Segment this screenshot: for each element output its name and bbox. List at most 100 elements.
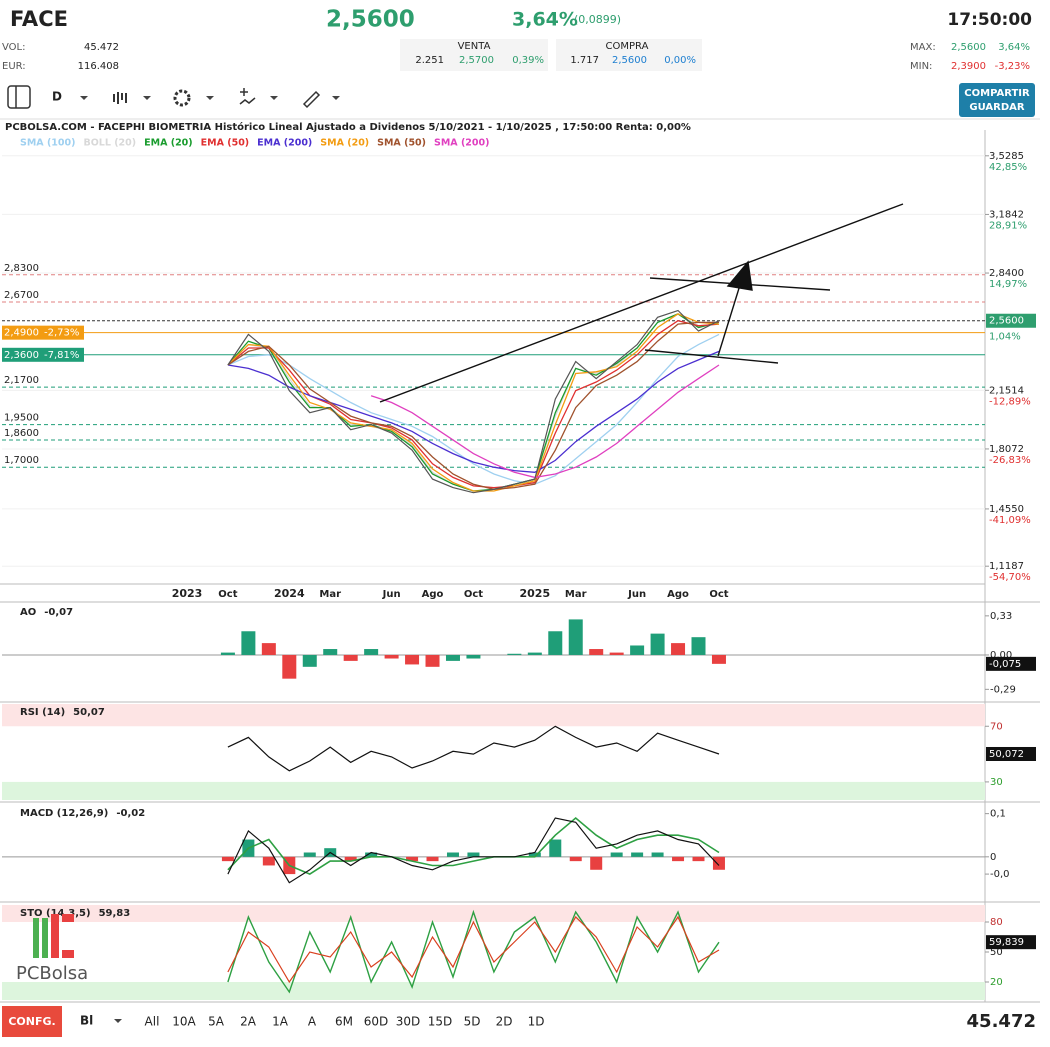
legend-entry[interactable]: EMA (20) xyxy=(144,138,193,149)
macd-histogram xyxy=(569,856,582,862)
range-button[interactable]: 30D xyxy=(396,1015,421,1029)
min-pct: -3,23% xyxy=(995,61,1030,72)
overbought-band xyxy=(2,905,985,922)
range-button[interactable]: 2A xyxy=(240,1015,257,1029)
y-tick-percent: -54,70% xyxy=(989,572,1031,583)
range-button[interactable]: 5D xyxy=(464,1015,481,1029)
range-button[interactable]: 1D xyxy=(528,1015,545,1029)
overbought-band xyxy=(2,704,985,727)
legend-entry[interactable]: SMA (100) xyxy=(20,138,75,149)
legend-entry[interactable]: EMA (200) xyxy=(257,138,312,149)
macd-signal xyxy=(227,816,720,875)
range-button[interactable]: 1A xyxy=(272,1015,289,1029)
x-tick-label: Jun xyxy=(382,589,401,600)
indicator-current: -0,02 xyxy=(116,808,145,819)
legend-entry[interactable]: SMA (200) xyxy=(434,138,489,149)
price-level-box xyxy=(2,325,84,340)
ao-bar xyxy=(568,619,583,655)
panel-toggle[interactable] xyxy=(7,85,31,109)
draw-icon[interactable] xyxy=(302,90,321,109)
trend-line xyxy=(379,203,904,403)
dropdown-arrows xyxy=(80,96,340,100)
save-label: GUARDAR xyxy=(969,102,1025,113)
settings-icon[interactable] xyxy=(173,89,191,107)
y-tick-percent: -12,89% xyxy=(989,396,1031,407)
range-button[interactable]: 5A xyxy=(208,1015,225,1029)
macd-histogram xyxy=(406,856,419,862)
logo-text: PCBolsa xyxy=(16,963,88,984)
indicator-current: 50,07 xyxy=(73,707,105,718)
range-button[interactable]: 6M xyxy=(335,1015,353,1029)
trend-lines xyxy=(379,203,904,403)
oversold-band xyxy=(2,982,985,1000)
config-button[interactable] xyxy=(2,1006,62,1037)
x-tick-label: 2024 xyxy=(274,587,305,600)
macd-histogram xyxy=(631,852,644,857)
range-button[interactable]: 15D xyxy=(428,1015,453,1029)
ao-bar xyxy=(282,654,297,679)
ao-bar xyxy=(507,653,522,655)
macd-histogram xyxy=(651,852,664,857)
oversold-band xyxy=(2,781,985,800)
ao-bar xyxy=(323,649,338,655)
price-line xyxy=(227,309,720,494)
sell-box xyxy=(400,39,548,71)
eur-label: EUR: xyxy=(2,61,26,72)
sell-qty: 2.251 xyxy=(415,55,444,66)
price-level-change: -7,81% xyxy=(44,350,79,361)
range-button[interactable]: A xyxy=(308,1015,317,1029)
ao-bar xyxy=(302,654,317,667)
range-button[interactable]: All xyxy=(145,1015,160,1029)
indicator-current: 59,83 xyxy=(99,908,131,919)
ao-bar xyxy=(343,654,358,661)
share-button[interactable] xyxy=(959,83,1035,117)
min: 2,3900 xyxy=(951,61,986,72)
sell-price: 2,5700 xyxy=(459,55,494,66)
last-value-label: 50,072 xyxy=(989,749,1024,760)
min-label: MIN: xyxy=(910,61,932,72)
range-button[interactable]: 10A xyxy=(172,1015,196,1029)
price-level-label: 2,4900 xyxy=(4,328,39,339)
ao-bar xyxy=(609,652,624,655)
price-level-label: 2,3600 xyxy=(4,350,39,361)
macd-histogram xyxy=(262,856,275,866)
macd-histogram xyxy=(467,852,480,857)
x-tick-label: Oct xyxy=(218,589,237,600)
indicator-title: STO (14,3,5) xyxy=(20,908,91,919)
legend-entry[interactable]: SMA (20) xyxy=(320,138,369,149)
range-button[interactable]: 60D xyxy=(364,1015,389,1029)
chart-title: PCBOLSA.COM - FACEPHI BIOMETRIA Históric… xyxy=(5,121,691,133)
moving-average xyxy=(227,350,720,473)
macd-histogram xyxy=(549,839,562,857)
y-tick-percent: 42,85% xyxy=(989,162,1027,173)
ao-bar xyxy=(650,633,665,655)
y-tick-label: 2,1514 xyxy=(989,385,1024,396)
indicator-line xyxy=(227,725,720,772)
indicators-icon[interactable] xyxy=(239,88,256,105)
max-label: MAX: xyxy=(910,42,936,53)
legend-entry[interactable]: EMA (50) xyxy=(201,138,250,149)
macd-histogram xyxy=(712,856,725,870)
range-button[interactable]: 2D xyxy=(496,1015,513,1029)
period-select[interactable]: D xyxy=(52,90,62,104)
legend-entry[interactable]: BOLL (20) xyxy=(83,138,136,149)
price: 2,5600 xyxy=(326,7,415,33)
interval-select[interactable]: Bl xyxy=(80,1014,93,1028)
y-tick-label: 1,8072 xyxy=(989,444,1024,455)
macd-histogram xyxy=(426,856,439,862)
ao-bar xyxy=(384,654,399,659)
chart-type-icon[interactable] xyxy=(113,92,127,104)
vol-label: VOL: xyxy=(2,42,25,53)
ao-bar xyxy=(548,631,563,655)
trend-line xyxy=(644,349,779,364)
buy-box xyxy=(556,39,702,71)
y-tick-label: 1,4550 xyxy=(989,504,1024,515)
buy-label: COMPRA xyxy=(606,41,649,52)
y-tick-label: 3,1842 xyxy=(989,209,1024,220)
last-value-box xyxy=(986,746,1036,761)
ao-bar xyxy=(241,631,256,655)
y-tick-label: 80 xyxy=(990,917,1003,928)
arrow-head xyxy=(726,260,753,291)
indicator-current: -0,07 xyxy=(44,607,73,618)
legend-entry[interactable]: SMA (50) xyxy=(377,138,426,149)
